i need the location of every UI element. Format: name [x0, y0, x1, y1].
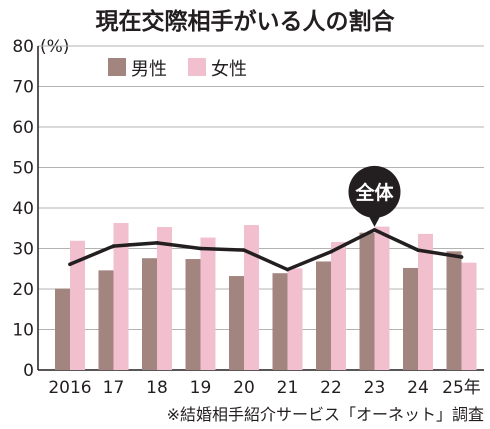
y-tick-label: 50	[12, 159, 34, 179]
bar-male	[142, 258, 157, 370]
bar-male	[185, 259, 201, 370]
bar-female	[461, 262, 477, 370]
bar-male	[55, 288, 70, 370]
x-tick-label: 17	[103, 378, 125, 398]
line-point-total	[329, 249, 333, 254]
bar-female	[244, 225, 259, 370]
callout-label-total: 全体	[354, 181, 394, 204]
x-tick-label: 2016	[48, 378, 91, 398]
y-axis-unit: (%)	[40, 37, 69, 57]
line-point-total	[155, 241, 159, 245]
total-callout: 全体	[348, 165, 401, 227]
chart-title: 現在交際相手がいる人の割合	[96, 8, 396, 35]
line-point-total	[459, 255, 464, 259]
bar-male	[316, 261, 331, 370]
bar-male	[403, 267, 418, 370]
bar-female	[374, 226, 390, 370]
line-point-total	[372, 228, 377, 232]
line-point-total	[416, 248, 420, 252]
callout-bubble	[348, 165, 401, 218]
y-tick-label: 80	[12, 37, 34, 57]
bar-male	[229, 276, 244, 370]
y-tick-labels: 0 10 20 30 40 50 60 70 80	[12, 37, 34, 381]
line-point-total	[285, 267, 290, 272]
bar-female	[418, 233, 433, 370]
legend-swatch-male	[108, 58, 126, 76]
x-tick-label: 21	[277, 378, 299, 398]
bar-female	[70, 240, 85, 370]
y-tick-label: 40	[12, 199, 34, 219]
y-tick-label: 20	[12, 280, 34, 300]
bar-female	[200, 237, 216, 370]
y-tick-label: 30	[12, 240, 34, 260]
bars	[55, 222, 477, 370]
line-point-total	[68, 262, 72, 267]
y-tick-label: 10	[12, 321, 34, 341]
bar-male	[446, 251, 462, 370]
x-tick-label: 25年	[442, 378, 481, 398]
bar-male	[272, 273, 288, 370]
x-tick-label: 19	[190, 378, 212, 398]
legend-label-male: 男性	[131, 59, 167, 80]
x-tick-label: 24	[407, 378, 429, 398]
bar-female	[157, 227, 172, 370]
bar-female	[331, 242, 346, 370]
legend-swatch-female	[188, 58, 206, 76]
x-tick-label: 23	[364, 378, 386, 398]
legend-label-female: 女性	[211, 59, 247, 80]
line-point-total	[198, 246, 203, 251]
total-line	[68, 228, 464, 272]
bar-female	[287, 268, 303, 370]
x-tick-label: 18	[146, 378, 168, 398]
line-point-total	[111, 244, 116, 248]
y-tick-label: 70	[12, 78, 34, 98]
line-point-total	[242, 248, 246, 252]
y-tick-label: 60	[12, 118, 34, 138]
bar-male	[98, 270, 114, 370]
bar-female	[113, 222, 129, 370]
y-tick-label: 0	[23, 361, 34, 381]
x-tick-label: 20	[233, 378, 255, 398]
source-note: ※結婚相手紹介サービス「オーネット」調査	[167, 405, 484, 424]
series-line-total	[68, 228, 464, 272]
x-tick-label: 22	[320, 378, 342, 398]
x-tick-labels: 2016 17 18 19 20 21 22 23 24 25年	[48, 378, 480, 398]
legend: 男性 女性	[108, 58, 247, 80]
bar-male	[359, 232, 375, 370]
